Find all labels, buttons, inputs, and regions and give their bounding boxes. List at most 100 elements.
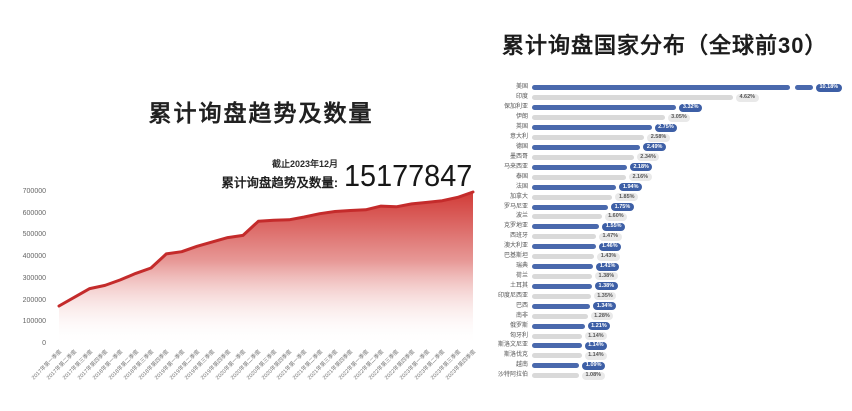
bar: [532, 214, 602, 220]
bar: [532, 283, 593, 289]
bar: [532, 323, 585, 329]
country-label: 英国: [515, 124, 528, 131]
bar: [532, 184, 617, 190]
value-pill: 2.34%: [636, 153, 660, 162]
value-pill: 10.18%: [816, 83, 842, 92]
bar: [532, 204, 609, 210]
total-value: 15177847: [344, 158, 473, 193]
country-label: 荷兰: [515, 272, 528, 279]
bar-row: 俄罗斯 1.21%: [486, 321, 852, 331]
value-pill: 1.94%: [619, 183, 642, 192]
asof-date: 截止2023年12月: [271, 159, 338, 169]
bar-row: 斯洛伐克 1.14%: [486, 351, 852, 361]
value-pill: 2.49%: [643, 143, 666, 152]
y-tick-label: 500000: [22, 231, 46, 239]
bar: [532, 135, 645, 141]
country-chart-title: 累计询盘国家分布（全球前30）: [502, 33, 828, 58]
bar: [532, 164, 627, 170]
y-tick-label: 300000: [22, 274, 46, 282]
country-label: 伊朗: [515, 114, 528, 121]
bar-row: 南非 1.28%: [486, 311, 852, 321]
bar: [532, 174, 626, 180]
country-label: 罗马尼亚: [503, 203, 528, 210]
value-pill: 1.09%: [582, 361, 606, 370]
bar: [532, 105, 677, 111]
bar-row: 西班牙 1.47%: [486, 232, 852, 242]
bar-row: 沙特阿拉伯 1.08%: [486, 371, 852, 381]
bar-row: 巴西 1.34%: [486, 301, 852, 311]
value-pill: 1.38%: [595, 282, 618, 291]
bar: [532, 154, 634, 160]
bar: [532, 333, 582, 339]
bar: [532, 125, 652, 131]
bar: [532, 244, 596, 250]
bar-row: 巴基斯坦 1.43%: [486, 252, 852, 262]
bar: [532, 254, 595, 260]
country-label: 西班牙: [509, 233, 528, 240]
bar-row: 墨西哥 2.34%: [486, 152, 852, 162]
country-label: 俄罗斯: [509, 322, 528, 329]
bar-row: 罗马尼亚 1.75%: [486, 202, 852, 212]
country-label: 保加利亚: [503, 104, 528, 111]
value-pill: 1.46%: [598, 242, 622, 251]
bar-row: 越南 1.09%: [486, 361, 852, 371]
bar: [532, 303, 591, 309]
value-pill: 4.62%: [735, 93, 759, 102]
bar: [532, 234, 596, 240]
bar-row: 意大利 2.58%: [486, 133, 852, 143]
country-label: 瑞典: [515, 263, 528, 270]
country-label: 加拿大: [509, 193, 528, 200]
bar-row: 印度尼西亚 1.35%: [486, 291, 852, 301]
value-pill: 1.85%: [615, 193, 639, 202]
area-fill: [59, 192, 473, 345]
value-pill: 1.14%: [584, 332, 608, 340]
bar-chart: 美国 10.18% 印度 4.62% 保加利亚 3.32% 伊朗 3.05% 英国 2.75% 意大…: [486, 83, 852, 381]
country-label: 马来西亚: [503, 163, 528, 170]
value-pill: 3.32%: [679, 103, 703, 112]
bar-row: 保加利亚 3.32%: [486, 103, 852, 113]
value-pill: 1.14%: [584, 351, 608, 360]
country-label: 泰国: [515, 173, 528, 180]
value-pill: 1.38%: [595, 272, 618, 281]
value-pill: 1.21%: [587, 322, 611, 331]
bar: [532, 313, 588, 319]
value-pill: 1.28%: [590, 312, 614, 321]
country-label: 美国: [515, 84, 528, 91]
y-tick-label: 600000: [22, 209, 46, 217]
bar: [795, 85, 813, 91]
bar-row: 英国 2.75%: [486, 123, 852, 133]
country-label: 波兰: [515, 213, 528, 220]
country-label: 越南: [515, 362, 528, 369]
y-tick-label: 400000: [22, 253, 46, 261]
trend-line: [57, 190, 475, 308]
bar-row: 匈牙利 1.14%: [486, 331, 852, 341]
total-label: 累计询盘趋势及数量:: [221, 176, 338, 190]
bar: [532, 363, 580, 369]
y-tick-label: 200000: [22, 296, 46, 304]
y-tick-label: 0: [42, 340, 46, 347]
value-pill: 1.47%: [598, 232, 622, 241]
value-pill: 1.43%: [597, 252, 620, 261]
bar: [532, 194, 613, 200]
bar: [532, 264, 594, 270]
country-label: 墨西哥: [509, 153, 528, 160]
value-pill: 1.55%: [602, 222, 626, 231]
bar-row: 法国 1.94%: [486, 182, 852, 192]
bar-row: 瑞典 1.41%: [486, 262, 852, 272]
country-label: 斯洛伐克: [503, 352, 528, 359]
bar: [532, 293, 591, 299]
country-label: 印度: [515, 94, 528, 101]
bar: [532, 85, 790, 91]
bar: [532, 144, 641, 150]
value-pill: 1.75%: [611, 203, 634, 212]
bar-row: 斯洛文尼亚 1.14%: [486, 341, 852, 351]
bar: [532, 115, 665, 121]
country-label: 克罗地亚: [503, 223, 528, 230]
bar-row: 澳大利亚 1.46%: [486, 242, 852, 252]
bar-row: 克罗地亚 1.55%: [486, 222, 852, 232]
area-chart: [57, 190, 475, 345]
y-tick-label: 700000: [22, 188, 46, 195]
value-pill: 1.35%: [593, 292, 617, 301]
country-label: 匈牙利: [509, 332, 528, 339]
country-label: 土耳其: [509, 282, 528, 289]
